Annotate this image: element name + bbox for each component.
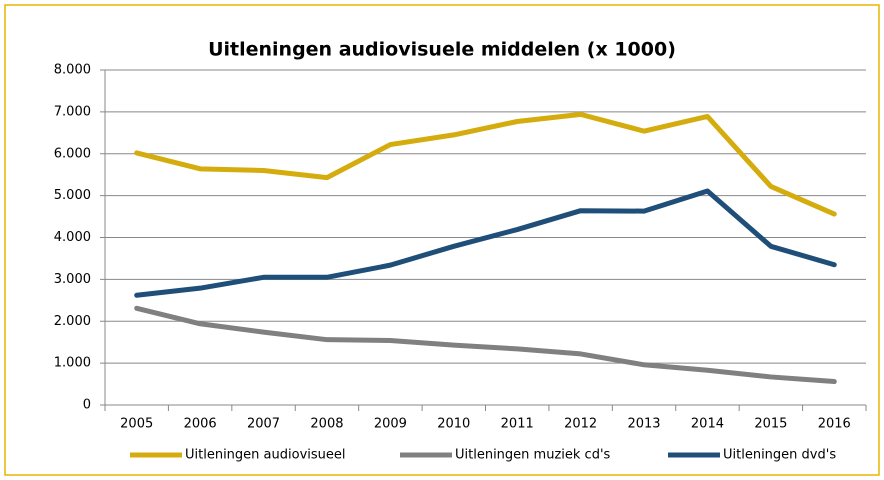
x-tick-label: 2005 — [120, 417, 153, 432]
x-tick-label: 2010 — [437, 417, 470, 432]
chart-border — [4, 4, 880, 476]
legend-label: Uitleningen audiovisueel — [185, 448, 346, 463]
y-tick-label: 1.000 — [54, 356, 91, 371]
y-tick-label: 2.000 — [54, 314, 91, 329]
line — [134, 305, 837, 385]
x-tick-label: 2016 — [818, 417, 851, 432]
y-tick-label: 5.000 — [54, 188, 91, 203]
x-tick-label: 2009 — [374, 417, 407, 432]
y-tick-label: 0 — [83, 398, 91, 413]
x-tick-label: 2013 — [627, 417, 660, 432]
x-tick-label: 2011 — [501, 417, 534, 432]
y-tick-label: 3.000 — [54, 272, 91, 287]
y-tick-label: 8.000 — [54, 63, 91, 78]
y-tick-label: 7.000 — [54, 104, 91, 119]
y-tick-label: 6.000 — [54, 146, 91, 161]
line — [134, 111, 837, 217]
x-tick-label: 2015 — [754, 417, 787, 432]
line — [134, 188, 837, 298]
x-tick-label: 2008 — [310, 417, 343, 432]
x-tick-label: 2014 — [691, 417, 724, 432]
x-tick-label: 2007 — [247, 417, 280, 432]
chart-title: Uitleningen audiovisuele middelen (x 100… — [208, 39, 676, 61]
x-tick-label: 2006 — [184, 417, 217, 432]
legend-label: Uitleningen muziek cd's — [455, 448, 611, 463]
x-tick-label: 2012 — [564, 417, 597, 432]
legend-label: Uitleningen dvd's — [723, 448, 836, 463]
y-tick-label: 4.000 — [54, 230, 91, 245]
